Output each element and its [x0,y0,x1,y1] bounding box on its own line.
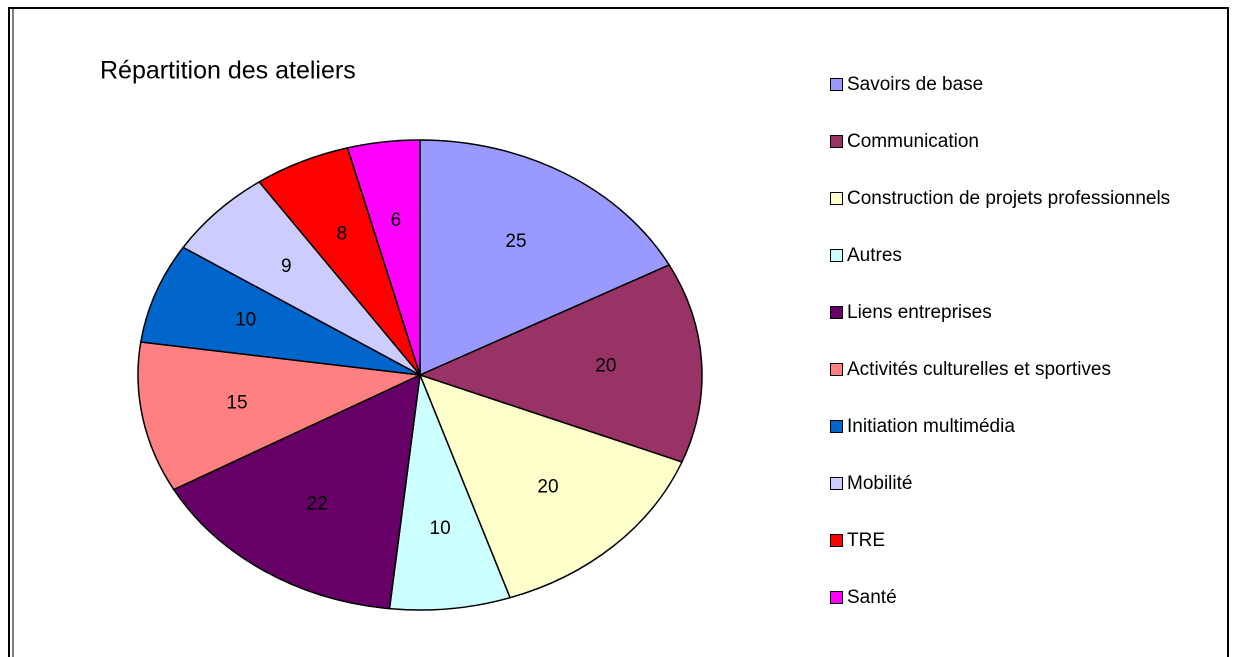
legend-label: Santé [847,587,897,608]
legend-swatch [830,420,843,433]
pie-slice [137,341,423,491]
data-label: 6 [391,210,402,231]
pie-slice [346,139,421,376]
legend-swatch [830,192,843,205]
data-label: 10 [430,518,451,539]
legend-label: TRE [847,530,885,551]
legend-item: Liens entreprises [830,300,1225,325]
legend-item: Santé [830,585,1225,610]
chart-title: Répartition des ateliers [100,57,356,85]
data-label: 22 [307,493,328,514]
frame [8,7,1229,657]
legend-label: Construction de projets professionnels [847,188,1171,209]
legend-label: Mobilité [847,473,913,494]
legend-item: Construction de projets professionnels [830,186,1225,211]
legend-swatch [830,306,843,319]
legend-item: TRE [830,528,1225,553]
legend-label: Communication [847,131,979,152]
legend-label: Liens entreprises [847,302,992,323]
data-label: 15 [226,392,247,413]
legend-swatch [830,78,843,91]
legend-label: Activités culturelles et sportives [847,359,1111,380]
legend-label: Initiation multimédia [847,416,1015,437]
data-label: 20 [595,356,616,377]
legend-item: Savoirs de base [830,72,1225,97]
legend: Savoirs de base Communication Construction… [830,72,1225,610]
legend-swatch [830,534,843,547]
data-label: 9 [281,256,292,277]
legend-item: Mobilité [830,471,1225,496]
legend-label: Autres [847,245,902,266]
legend-item: Activités culturelles et sportives [830,357,1225,382]
legend-item: Initiation multimédia [830,414,1225,439]
pie-slice [139,246,421,376]
legend-swatch [830,591,843,604]
legend-swatch [830,477,843,490]
legend-item: Autres [830,243,1225,268]
pie-slice [419,139,671,377]
legend-item: Communication [830,129,1225,154]
data-label: 10 [235,310,256,331]
pie-slice [388,372,512,611]
legend-swatch [830,135,843,148]
pie-slice [172,373,421,610]
data-label: 8 [337,223,348,244]
legend-swatch [830,249,843,262]
data-label: 25 [505,231,526,252]
data-label: 20 [537,477,558,498]
legend-swatch [830,363,843,376]
pie-slice [417,263,703,463]
legend-label: Savoirs de base [847,74,984,95]
pie-slice [418,373,684,599]
